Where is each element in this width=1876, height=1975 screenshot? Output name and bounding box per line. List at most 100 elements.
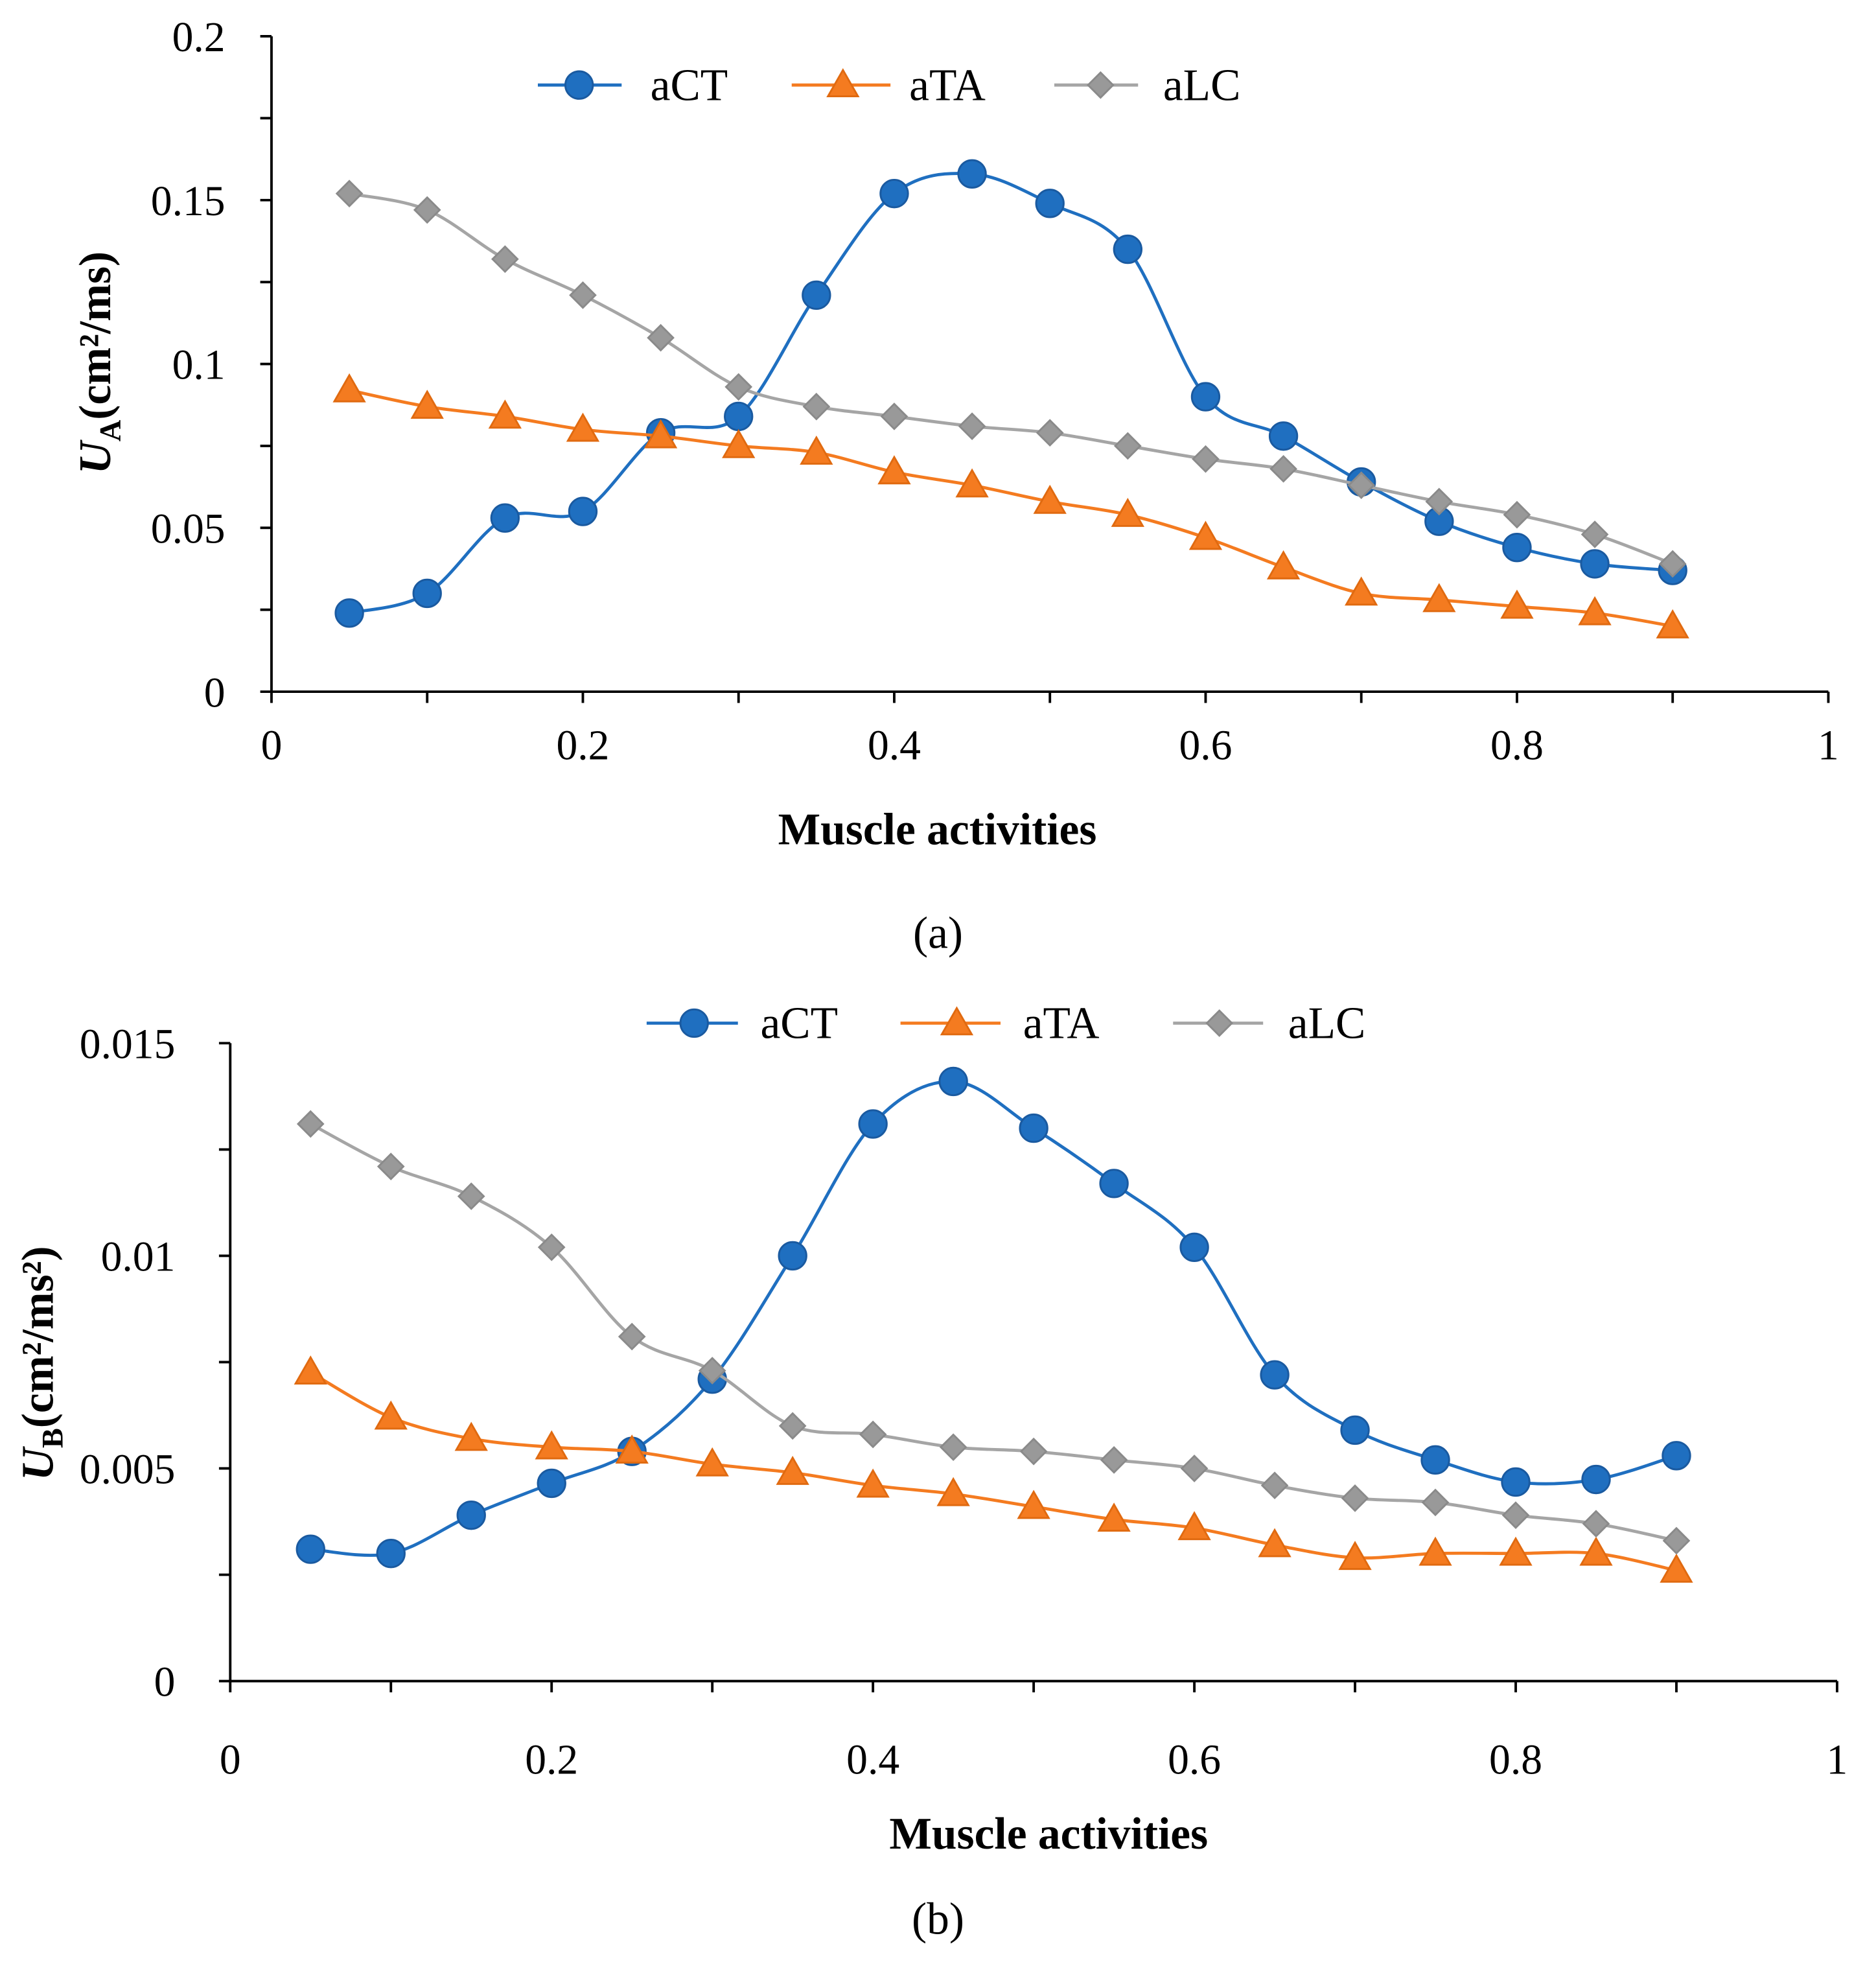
series-aTA: [332, 373, 1689, 638]
data-point-aLC: [880, 403, 909, 430]
data-point-aCT: [334, 598, 364, 628]
data-point-aTA: [454, 1421, 488, 1451]
data-point-aCT: [1501, 1467, 1531, 1497]
y-tick-label: 0.015: [80, 1022, 176, 1068]
data-point-aTA: [488, 399, 522, 429]
x-axis-label: Muscle activities: [778, 805, 1097, 855]
data-point-aTA: [1578, 596, 1612, 625]
data-point-aCT: [1420, 1445, 1450, 1475]
data-point-aCT: [802, 280, 831, 310]
y-tick-label: 0.1: [172, 342, 226, 389]
x-tick-label: 0.4: [868, 722, 921, 769]
data-point-aCT: [1190, 382, 1221, 412]
data-point-aTA: [643, 419, 678, 449]
chart-a: 0 0.05 0.1 0.15 0.2 0 0.2 0.4 0.6 0.8 1 Muscle acti…: [71, 14, 1839, 854]
data-point-aLC: [1425, 487, 1453, 516]
data-point-aLC: [1180, 1455, 1209, 1482]
y-tick-label: 0.05: [151, 506, 226, 552]
data-point-aLC: [296, 1110, 325, 1138]
x-tick-label: 0.6: [1168, 1736, 1221, 1783]
data-point-aTA: [722, 428, 756, 458]
data-point-aLC: [491, 245, 519, 274]
data-point-aLC: [1658, 550, 1687, 578]
x-tick-label: 0.8: [1489, 1736, 1542, 1783]
data-point-aTA: [615, 1434, 649, 1464]
series-aCT: [334, 159, 1687, 628]
legend-label: aCT: [760, 999, 838, 1049]
data-point-aLC: [1581, 520, 1609, 548]
y-tick-label: 0: [204, 670, 226, 716]
x-tick-label: 0: [261, 722, 283, 769]
y-axis-label: UB(cm²/ms²): [13, 1246, 69, 1480]
data-point-aLC: [618, 1322, 646, 1351]
data-point-aTA: [955, 468, 989, 498]
legend-marker-diamond: [1205, 1009, 1234, 1037]
legend-marker-triangle: [826, 68, 860, 98]
legend-item-aTA: aTA: [900, 999, 1100, 1049]
legend-item-aCT: aCT: [537, 60, 728, 110]
data-point-aCT: [537, 1468, 566, 1499]
data-point-aTA: [1017, 1490, 1050, 1519]
legend-item-aTA: aTA: [791, 60, 986, 110]
data-point-aTA: [1419, 1536, 1452, 1566]
data-point-aTA: [800, 435, 833, 465]
data-point-aLC: [724, 373, 753, 401]
data-point-aTA: [1111, 498, 1144, 527]
data-point-aTA: [1266, 550, 1301, 579]
series-aLC: [296, 1110, 1691, 1555]
data-point-aLC: [1662, 1526, 1691, 1555]
data-point-aLC: [1113, 432, 1142, 460]
x-tick-label: 0.2: [525, 1736, 578, 1783]
data-point-aCT: [568, 497, 598, 526]
data-point-aTA: [856, 1468, 890, 1498]
x-tick-label: 0.4: [846, 1736, 899, 1783]
data-point-aTA: [1177, 1511, 1211, 1541]
legend-label: aTA: [909, 60, 986, 110]
data-point-aLC: [1501, 1501, 1530, 1529]
data-point-aLC: [859, 1420, 887, 1449]
data-point-aCT: [1019, 1113, 1048, 1143]
data-point-aLC: [1019, 1437, 1048, 1466]
data-point-aTA: [294, 1355, 327, 1385]
data-point-aLC: [802, 392, 831, 421]
data-point-aCT: [724, 401, 754, 432]
data-point-aLC: [1582, 1510, 1610, 1538]
series-line-aCT: [310, 1080, 1677, 1557]
x-tick-label: 0.6: [1179, 722, 1232, 769]
data-point-aTA: [1499, 1536, 1533, 1566]
data-point-aLC: [647, 323, 675, 352]
data-point-aLC: [413, 196, 441, 224]
data-point-aLC: [537, 1233, 566, 1261]
data-point-aLC: [1347, 471, 1376, 499]
data-point-aTA: [877, 455, 911, 485]
y-tick-label: 0.2: [172, 14, 226, 61]
legend-marker-triangle: [940, 1006, 974, 1036]
legend-label: aCT: [651, 60, 728, 110]
data-point-aTA: [1656, 609, 1689, 638]
data-point-aLC: [335, 180, 364, 207]
data-point-aCT: [1268, 421, 1299, 451]
data-point-aLC: [1036, 419, 1064, 447]
data-point-aLC: [1100, 1446, 1128, 1474]
data-point-aLC: [698, 1357, 726, 1385]
data-point-aTA: [776, 1455, 809, 1485]
x-tick-label: 1: [1827, 1736, 1848, 1783]
legend-label: aLC: [1163, 60, 1241, 110]
data-point-aTA: [1188, 520, 1223, 550]
data-point-aTA: [1097, 1502, 1131, 1532]
x-tick-label: 0: [220, 1736, 241, 1783]
panel-caption-b: (b): [912, 1894, 964, 1944]
legend-marker-circle: [564, 70, 594, 100]
data-point-aCT: [1179, 1232, 1209, 1262]
data-point-aCT: [879, 178, 909, 209]
data-point-aTA: [1660, 1553, 1693, 1583]
data-point-aTA: [1500, 589, 1534, 619]
data-point-aCT: [490, 503, 520, 533]
data-point-aLC: [1341, 1484, 1369, 1512]
data-point-aCT: [1260, 1360, 1290, 1390]
legend-label: aLC: [1288, 999, 1366, 1049]
data-point-aLC: [457, 1182, 485, 1210]
y-axis-label: UA(cm²/ms): [71, 251, 127, 474]
legend-marker-diamond: [1087, 71, 1115, 99]
x-tick-label: 0.2: [556, 722, 609, 769]
